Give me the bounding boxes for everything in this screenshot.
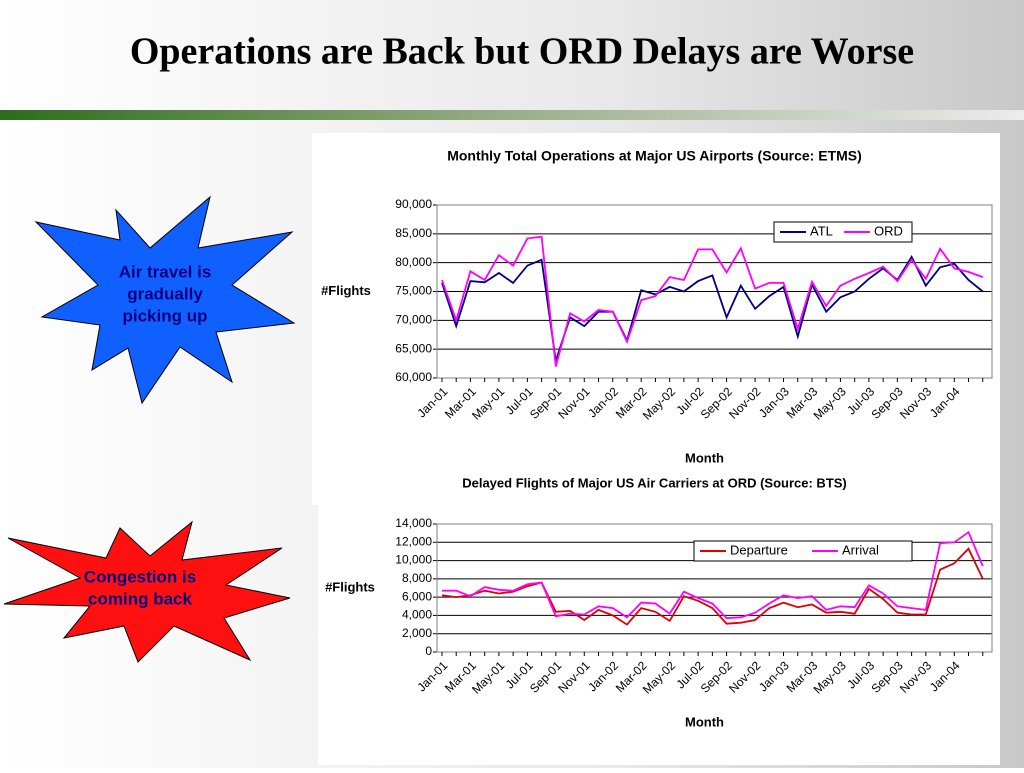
legend-label: ORD xyxy=(874,223,903,238)
y-tick-label: 65,000 xyxy=(395,341,432,355)
y-tick-label: 4,000 xyxy=(402,608,432,622)
y-tick-label: 60,000 xyxy=(395,370,432,384)
y-tick-label: 80,000 xyxy=(395,255,432,269)
starburst xyxy=(34,195,296,405)
chart-title: Monthly Total Operations at Major US Air… xyxy=(447,148,862,164)
y-tick-label: 12,000 xyxy=(395,534,432,548)
legend-box xyxy=(693,540,913,562)
x-axis-label: Month xyxy=(685,714,724,729)
callout-text: Congestion is xyxy=(84,567,196,586)
legend-label: Arrival xyxy=(842,542,879,557)
y-tick-label: 85,000 xyxy=(395,226,432,240)
callout-text: gradually xyxy=(127,284,203,303)
y-tick-label: 2,000 xyxy=(402,626,432,640)
series-line xyxy=(441,547,984,626)
plot-frame xyxy=(436,204,993,379)
callout-text: coming back xyxy=(88,589,192,608)
slide-title: Operations are Back but ORD Delays are W… xyxy=(130,31,914,73)
callout-text: picking up xyxy=(123,306,208,325)
y-tick-label: 75,000 xyxy=(395,284,432,298)
chart-panel xyxy=(312,133,1000,505)
y-tick-label: 0 xyxy=(425,644,432,658)
y-tick-label: 70,000 xyxy=(395,313,432,327)
title-bar xyxy=(0,110,1024,120)
y-tick-label: 10,000 xyxy=(395,553,432,567)
legend-label: Departure xyxy=(730,542,788,557)
y-tick-label: 14,000 xyxy=(395,516,432,530)
series-line xyxy=(442,530,984,620)
y-tick-label: 90,000 xyxy=(395,197,432,211)
y-axis-label: #Flights xyxy=(321,283,371,298)
starburst xyxy=(3,520,291,663)
chart-title: Delayed Flights of Major US Air Carriers… xyxy=(462,475,847,490)
legend-label: ATL xyxy=(810,223,833,238)
x-axis-label: Month xyxy=(685,450,724,465)
y-axis-label: #Flights xyxy=(325,579,375,594)
y-tick-label: 8,000 xyxy=(402,571,432,585)
y-tick-label: 6,000 xyxy=(402,589,432,603)
plot-frame xyxy=(436,523,993,653)
callout-text: Air travel is xyxy=(119,262,212,281)
legend-box xyxy=(773,221,913,243)
series-line xyxy=(441,235,984,367)
